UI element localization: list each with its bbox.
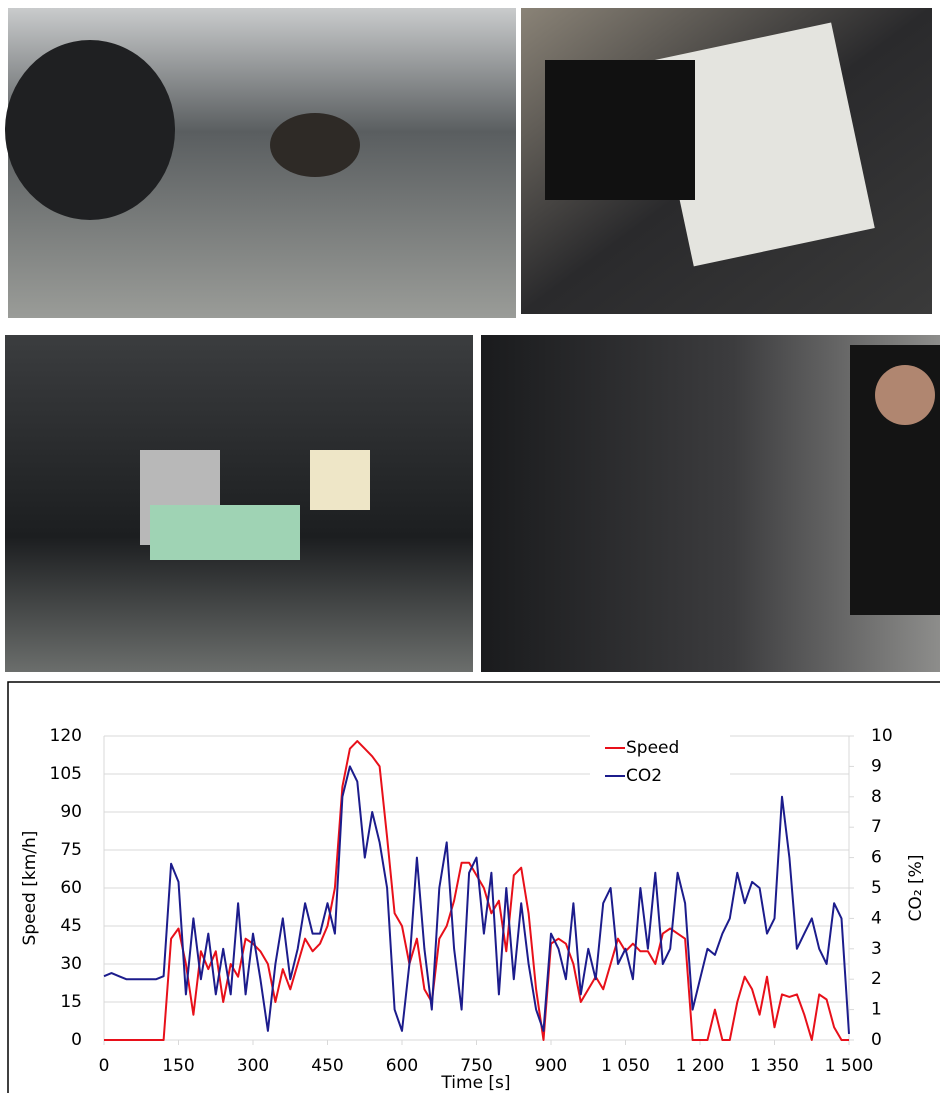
x-tick-label: 1 350 (750, 1056, 799, 1076)
y2-tick-label: 7 (871, 817, 882, 837)
y2-tick-label: 1 (871, 1000, 882, 1020)
y2-tick-label: 10 (871, 726, 893, 746)
y2-tick-label: 8 (871, 787, 882, 807)
y-tick-label: 105 (50, 764, 82, 784)
y-tick-label: 30 (60, 954, 82, 974)
photo-trunk (5, 335, 473, 672)
x-tick-label: 450 (311, 1056, 343, 1076)
x-tick-label: 750 (460, 1056, 492, 1076)
legend-label: Speed (626, 738, 679, 758)
y2-axis-label: CO₂ [%] (906, 855, 926, 922)
x-tick-label: 1 200 (676, 1056, 725, 1076)
y-tick-label: 90 (60, 802, 82, 822)
y-axis-label: Speed [km/h] (20, 831, 40, 946)
y2-tick-label: 9 (871, 756, 882, 776)
x-axis-label: Time [s] (440, 1073, 510, 1093)
x-tick-label: 900 (535, 1056, 567, 1076)
x-tick-label: 0 (99, 1056, 110, 1076)
y2-tick-label: 3 (871, 939, 882, 959)
x-tick-label: 600 (386, 1056, 418, 1076)
y2-tick-label: 2 (871, 969, 882, 989)
photo-exhaust (5, 8, 516, 318)
y2-tick-label: 4 (871, 908, 882, 928)
y-tick-label: 15 (60, 992, 82, 1012)
figure: Time [s] Speed [km/h] CO₂ [%] 0153045607… (0, 0, 940, 1093)
y-tick-label: 45 (60, 916, 82, 936)
legend-label: CO2 (626, 766, 662, 786)
x-tick-label: 150 (162, 1056, 194, 1076)
x-tick-label: 1 500 (825, 1056, 874, 1076)
y-tick-label: 0 (71, 1030, 82, 1050)
photo-technician (481, 335, 940, 672)
y-tick-label: 120 (50, 726, 82, 746)
y-tick-label: 60 (60, 878, 82, 898)
x-tick-label: 300 (237, 1056, 269, 1076)
y2-tick-label: 0 (871, 1030, 882, 1050)
y2-tick-label: 5 (871, 878, 882, 898)
y-tick-label: 75 (60, 840, 82, 860)
y2-tick-label: 6 (871, 848, 882, 868)
x-tick-label: 1 050 (601, 1056, 650, 1076)
photo-analyzer (521, 8, 932, 314)
page: Time [s] Speed [km/h] CO₂ [%] 0153045607… (0, 0, 940, 1093)
